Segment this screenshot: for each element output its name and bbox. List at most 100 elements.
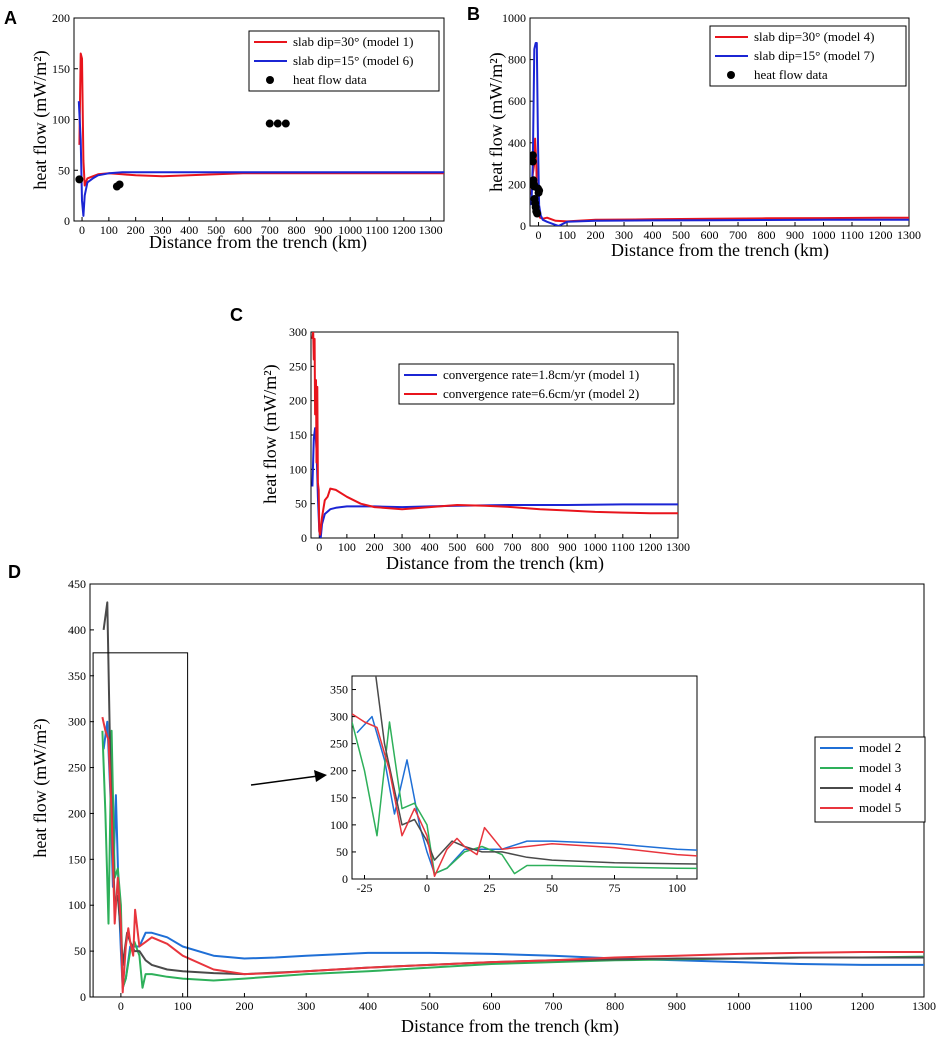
inset-x-tick-label: 50	[546, 881, 558, 895]
panel-d-x-tick-label: 1100	[789, 999, 813, 1013]
y-axis-label: heat flow (mW/m²)	[30, 718, 51, 857]
panel-c-x-tick-label: 1200	[638, 540, 662, 554]
panel-a-y-tick-label: 0	[64, 214, 70, 228]
panel-d-x-tick-label: 800	[606, 999, 624, 1013]
panel-c-y-tick-label: 300	[289, 325, 307, 339]
panel-c-x-tick-label: 400	[421, 540, 439, 554]
series-line-b-0	[530, 137, 909, 223]
series-line-d-3	[101, 716, 924, 994]
panel-a-y-tick-label: 100	[52, 113, 70, 127]
panel-b-x-tick-label: 0	[536, 228, 542, 242]
legend-label: convergence rate=1.8cm/yr (model 1)	[443, 367, 639, 382]
panel-b-x-tick-label: 400	[644, 228, 662, 242]
series-line-a-1	[77, 101, 444, 217]
panel-label: C	[230, 305, 243, 325]
panel-b-x-tick-label: 600	[701, 228, 719, 242]
heat-flow-data-point	[533, 209, 542, 218]
legend-label: slab dip=30° (model 1)	[293, 34, 414, 49]
y-axis-label: heat flow (mW/m²)	[260, 364, 281, 503]
panel-d-x-tick-label: 600	[483, 999, 501, 1013]
panel-d-x-tick-label: 200	[235, 999, 253, 1013]
panel-c-y-tick-label: 0	[301, 531, 307, 545]
panel-d-x-tick-label: 300	[297, 999, 315, 1013]
heat-flow-data-point	[273, 119, 282, 128]
panel-b-y-tick-label: 1000	[502, 11, 526, 25]
panel-c-x-tick-label: 0	[316, 540, 322, 554]
panel-d-y-tick-label: 400	[68, 623, 86, 637]
panel-a-x-tick-label: 500	[207, 223, 225, 237]
x-axis-label: Distance from the trench (km)	[386, 553, 604, 574]
panel-b-x-tick-label: 1300	[897, 228, 921, 242]
panel-b-x-tick-label: 1100	[840, 228, 864, 242]
panel-c-x-tick-label: 800	[531, 540, 549, 554]
panel-b-x-tick-label: 100	[558, 228, 576, 242]
panel-b-y-tick-label: 200	[508, 177, 526, 191]
panel-a-x-tick-label: 0	[79, 223, 85, 237]
inset-y-tick-label: 200	[330, 764, 348, 778]
panel-d-x-tick-label: 700	[544, 999, 562, 1013]
legend-label: heat flow data	[293, 72, 367, 87]
panel-b-y-tick-label: 800	[508, 53, 526, 67]
inset-plot-frame	[351, 675, 698, 880]
inset-series-line-3	[352, 713, 697, 878]
legend-marker	[266, 76, 274, 84]
panel-c-x-tick-label: 1300	[666, 540, 690, 554]
legend-label: slab dip=15° (model 6)	[293, 53, 414, 68]
legend-label: model 4	[859, 780, 902, 795]
panel-b-x-tick-label: 800	[758, 228, 776, 242]
panel-b-x-tick-label: 900	[786, 228, 804, 242]
y-axis-label: heat flow (mW/m²)	[30, 50, 51, 189]
inset-y-tick-label: 50	[336, 845, 348, 859]
heat-flow-data-point	[281, 119, 290, 128]
zoom-arrow-head	[314, 770, 327, 782]
panel-d-x-tick-label: 500	[421, 999, 439, 1013]
panel-d-y-tick-label: 350	[68, 669, 86, 683]
inset-x-tick-label: 75	[609, 881, 621, 895]
series-line-b-1	[530, 42, 909, 226]
panel-d-y-tick-label: 250	[68, 761, 86, 775]
x-axis-label: Distance from the trench (km)	[149, 232, 367, 253]
panel-b-y-tick-label: 400	[508, 136, 526, 150]
panel-d-x-tick-label: 100	[174, 999, 192, 1013]
panel-a-x-tick-label: 700	[261, 223, 279, 237]
panel-c-y-tick-label: 150	[289, 428, 307, 442]
panel-b-x-tick-label: 1000	[812, 228, 836, 242]
panel-c-y-tick-label: 200	[289, 394, 307, 408]
panel-c-y-tick-label: 100	[289, 462, 307, 476]
panel-a-x-tick-label: 1000	[338, 223, 362, 237]
heat-flow-data-point	[75, 175, 84, 184]
panel-c-x-tick-label: 200	[365, 540, 383, 554]
panel-b-x-tick-label: 200	[587, 228, 605, 242]
panel-a-y-tick-label: 150	[52, 62, 70, 76]
panel-a-x-tick-label: 300	[153, 223, 171, 237]
panel-b-x-tick-label: 1200	[869, 228, 893, 242]
heat-flow-data-point	[530, 157, 537, 166]
panel-a-x-tick-label: 1300	[419, 223, 443, 237]
inset-y-tick-label: 350	[330, 683, 348, 697]
panel-a-x-tick-label: 900	[314, 223, 332, 237]
legend-label: model 2	[859, 740, 901, 755]
legend-label: model 3	[859, 760, 901, 775]
zoom-arrow	[250, 775, 319, 786]
inset-x-tick-label: 0	[424, 881, 430, 895]
panel-d-x-tick-label: 1000	[727, 999, 751, 1013]
x-axis-label: Distance from the trench (km)	[401, 1016, 619, 1037]
panel-b-x-tick-label: 300	[615, 228, 633, 242]
series-line-c-1	[311, 332, 678, 536]
inset-series-line-1	[352, 721, 697, 875]
inset-y-tick-label: 250	[330, 737, 348, 751]
heat-flow-data-point	[115, 180, 124, 189]
legend-label: heat flow data	[754, 67, 828, 82]
panel-c-x-tick-label: 600	[476, 540, 494, 554]
inset-x-tick-label: -25	[357, 881, 373, 895]
legend-box	[398, 363, 675, 405]
panel-a-y-tick-label: 200	[52, 11, 70, 25]
panel-d-y-tick-label: 450	[68, 577, 86, 591]
panel-c-y-tick-label: 250	[289, 359, 307, 373]
inset-y-tick-label: 300	[330, 710, 348, 724]
panel-b-y-tick-label: 600	[508, 94, 526, 108]
legend-label: convergence rate=6.6cm/yr (model 2)	[443, 386, 639, 401]
panel-d-y-tick-label: 150	[68, 852, 86, 866]
panel-a-x-tick-label: 1200	[392, 223, 416, 237]
